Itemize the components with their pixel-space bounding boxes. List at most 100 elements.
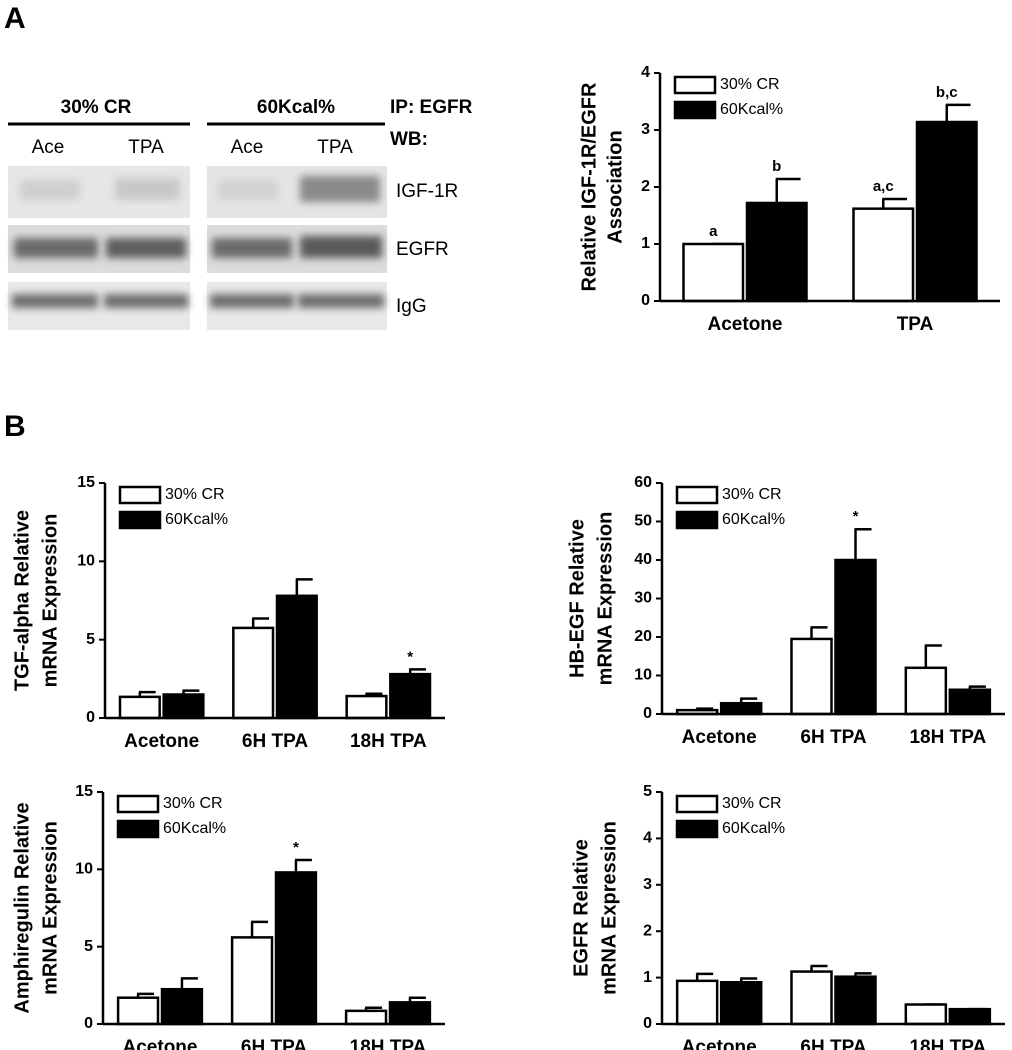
chart: Amphiregulin Relative mRNA Expression 0 5 10… — [11, 783, 445, 1050]
chart: Relative IGF-1R/EGFR Association 0 1 2 3 4 Acet… — [578, 64, 1000, 335]
lane-label: Ace — [231, 137, 264, 158]
bar — [116, 996, 160, 1026]
legend-label: 30% CR — [720, 76, 780, 93]
legend-swatch — [675, 510, 719, 530]
blot-band — [212, 238, 292, 258]
band-label: EGFR — [396, 239, 449, 260]
y-tick-label: 4 — [643, 830, 652, 847]
bar-annotation: * — [407, 648, 413, 665]
y-tick-label: 5 — [84, 938, 93, 955]
legend-swatch — [675, 485, 719, 505]
legend-label: 30% CR — [722, 795, 782, 812]
lane-label: TPA — [317, 137, 353, 158]
bar-annotation: * — [293, 839, 299, 856]
x-tick-label: Acetone — [682, 1037, 757, 1050]
bar — [274, 871, 318, 1026]
bar-annotation: a,c — [873, 178, 894, 195]
y-axis-label: mRNA Expression — [598, 821, 620, 995]
panel-label: A — [4, 2, 26, 35]
blot-band — [210, 294, 294, 308]
bar — [232, 626, 275, 720]
blot-band — [104, 294, 188, 308]
y-tick-label: 60 — [634, 474, 652, 491]
y-axis-label: EGFR Relative — [570, 839, 592, 977]
blot-header: IP: EGFR — [390, 97, 473, 118]
bar — [345, 694, 388, 720]
bar — [790, 637, 833, 716]
group-label: 30% CR — [61, 97, 132, 118]
chart: HB-EGF Relative mRNA Expression 0 10 20 30 40 5… — [566, 474, 1005, 748]
legend-label: 60Kcal% — [720, 101, 783, 118]
x-tick-label: 18H TPA — [350, 731, 427, 752]
y-tick-label: 10 — [634, 667, 652, 684]
y-tick-label: 4 — [641, 64, 650, 81]
blot-header: WB: — [390, 129, 428, 150]
y-axis-label: TGF-alpha Relative — [11, 510, 33, 691]
x-tick-label: Acetone — [123, 1037, 198, 1050]
legend-label: 60Kcal% — [163, 820, 226, 837]
y-axis-label: mRNA Expression — [594, 512, 616, 686]
lane-label: Ace — [32, 137, 65, 158]
bar — [118, 695, 161, 720]
blot-band — [12, 294, 98, 308]
bar — [790, 970, 833, 1026]
chart: TGF-alpha Relative mRNA Expression 0 5 10 15 A… — [11, 474, 445, 752]
legend-label: 30% CR — [165, 486, 225, 503]
x-tick-label: 6H TPA — [241, 1037, 307, 1050]
y-tick-label: 30 — [634, 590, 652, 607]
x-tick-label: 18H TPA — [350, 1037, 427, 1050]
y-axis-label: mRNA Expression — [39, 514, 61, 688]
legend-label: 60Kcal% — [722, 820, 785, 837]
y-tick-label: 10 — [75, 861, 93, 878]
western-blot: 30% CR 60Kcal% IP: EGFR WB: Ace TPA Ace … — [8, 97, 473, 330]
bar-annotation: a — [709, 223, 718, 240]
band-label: IGF-1R — [396, 181, 458, 202]
legend-label: 60Kcal% — [165, 511, 228, 528]
legend-swatch — [673, 100, 717, 120]
y-tick-label: 3 — [643, 876, 652, 893]
chart: EGFR Relative mRNA Expression 0 1 2 3 4 5 Aceton… — [570, 783, 1005, 1050]
x-tick-label: 6H TPA — [800, 1037, 866, 1050]
y-tick-label: 40 — [634, 551, 652, 568]
bar — [230, 936, 274, 1026]
bar-annotation: b — [772, 158, 781, 175]
blot-band — [300, 236, 382, 258]
bar — [344, 1009, 388, 1026]
bar — [948, 1007, 992, 1026]
y-tick-label: 2 — [641, 178, 650, 195]
y-tick-label: 50 — [634, 513, 652, 530]
band-label: IgG — [396, 296, 427, 317]
group-label: 60Kcal% — [257, 97, 335, 118]
bar — [904, 666, 948, 716]
y-tick-label: 15 — [77, 474, 95, 491]
y-tick-label: 2 — [643, 922, 652, 939]
bar — [675, 979, 719, 1026]
bar — [275, 594, 318, 720]
y-axis-label: Association — [604, 130, 626, 243]
y-tick-label: 0 — [84, 1015, 93, 1032]
legend-swatch — [675, 819, 719, 839]
x-tick-label: Acetone — [708, 314, 783, 335]
bar — [904, 1003, 948, 1026]
bar — [834, 975, 877, 1026]
blot-band — [218, 180, 278, 200]
bar — [162, 693, 205, 720]
bar — [388, 1001, 432, 1026]
y-tick-label: 0 — [641, 292, 650, 309]
x-tick-label: 18H TPA — [909, 727, 986, 748]
legend-label: 30% CR — [163, 795, 223, 812]
blot-band — [115, 178, 180, 200]
bar — [719, 701, 763, 716]
bar — [834, 558, 877, 716]
lane-label: TPA — [128, 137, 164, 158]
y-tick-label: 15 — [75, 783, 93, 800]
y-axis-label: Amphiregulin Relative — [11, 802, 33, 1013]
blot-band — [298, 294, 384, 308]
y-tick-label: 5 — [643, 783, 652, 800]
y-axis-label: Relative IGF-1R/EGFR — [578, 82, 600, 291]
bar — [160, 987, 204, 1026]
legend-label: 30% CR — [722, 486, 782, 503]
bar — [745, 201, 808, 303]
blot-band — [14, 238, 98, 258]
